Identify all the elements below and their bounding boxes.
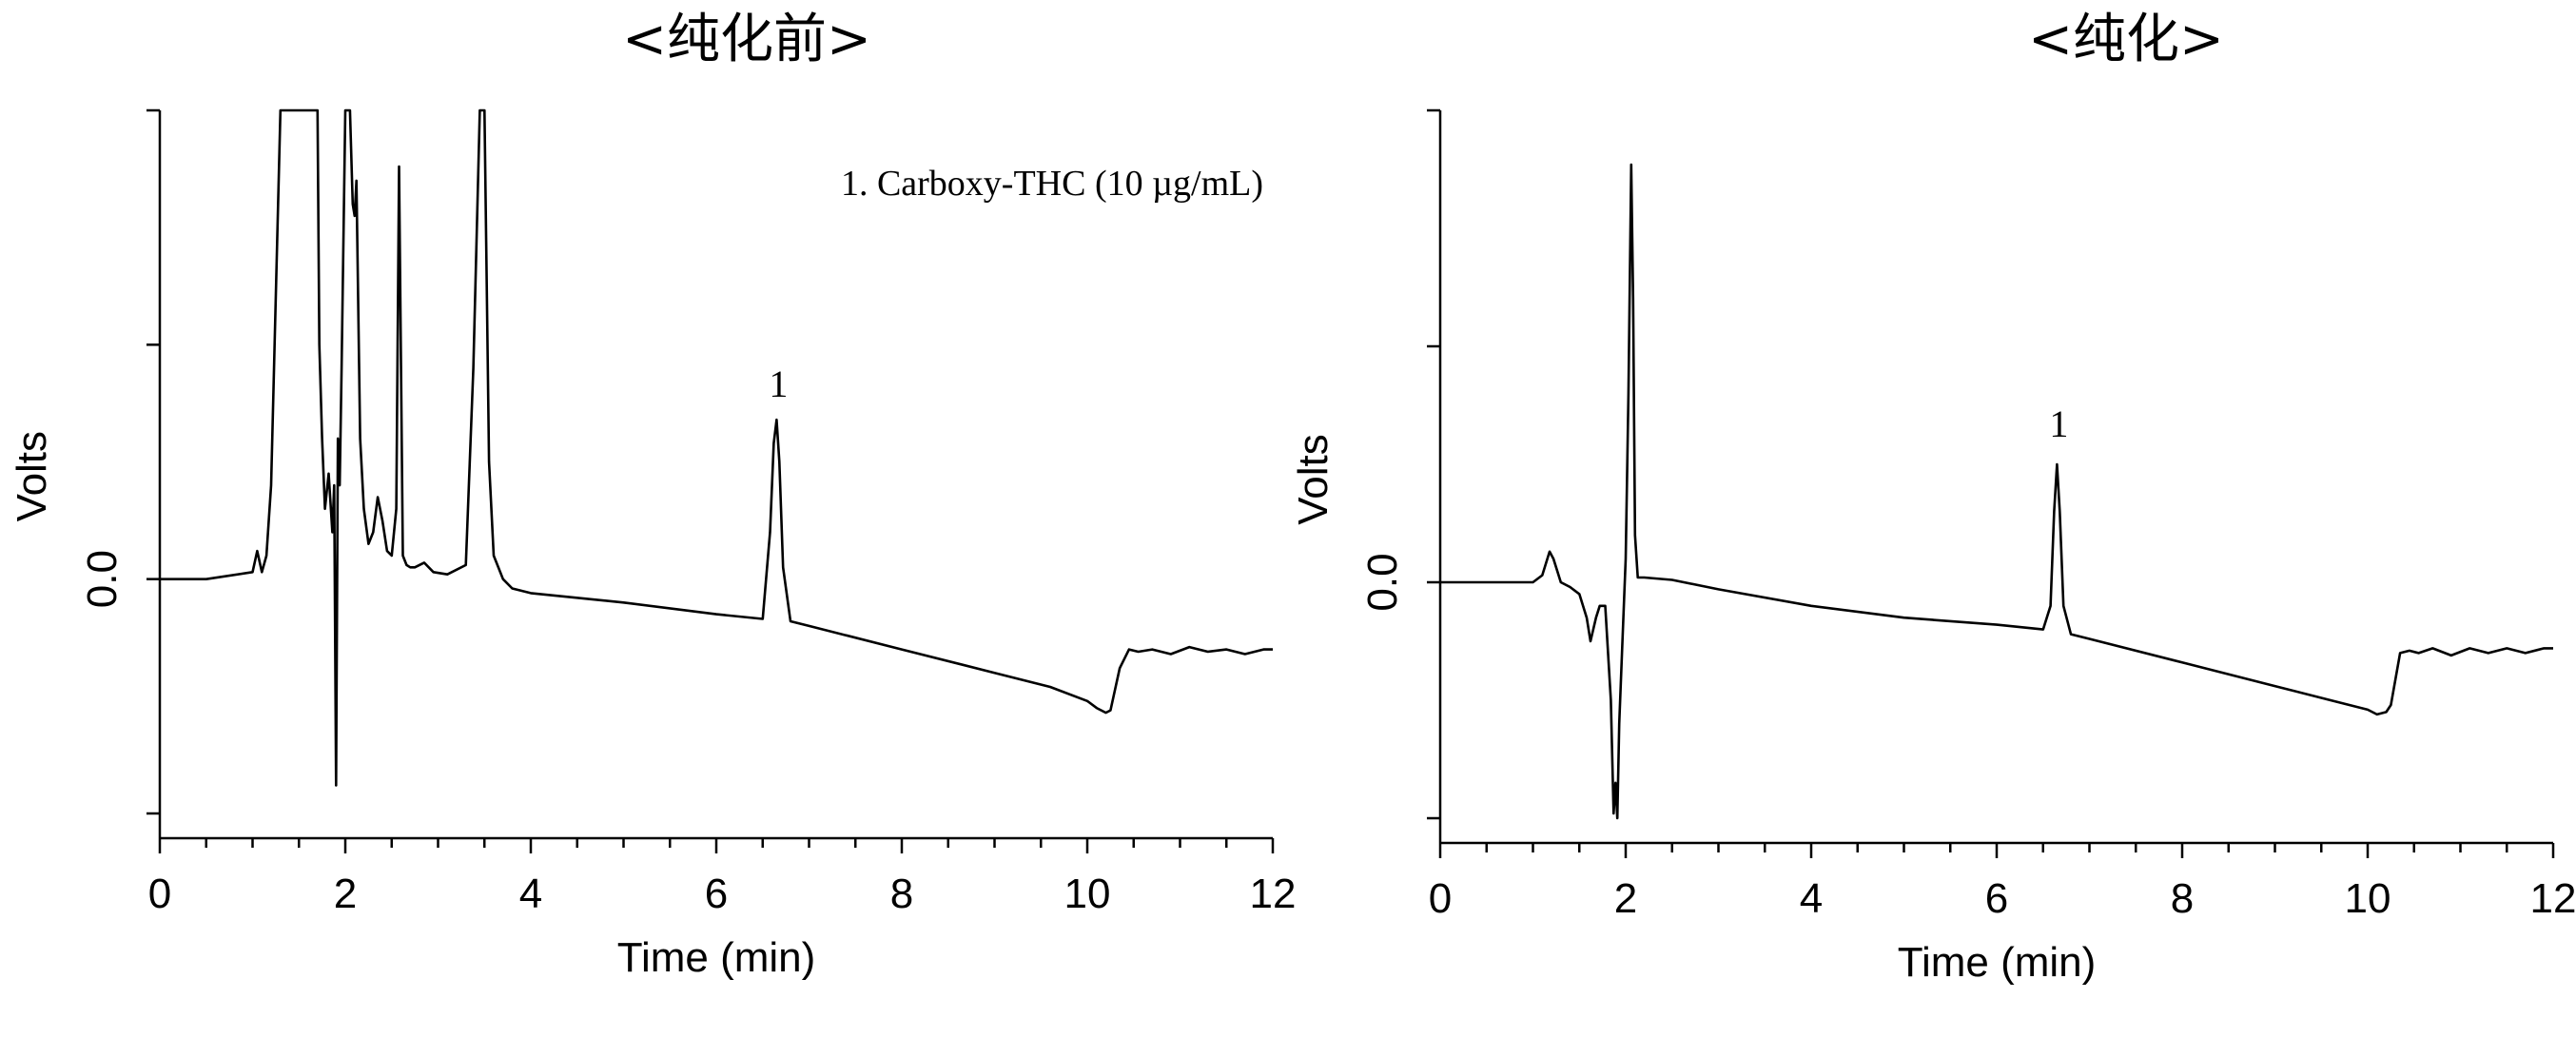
- chromatogram-trace: [160, 108, 1273, 787]
- chart-title: <纯化前>: [622, 9, 871, 70]
- x-tick-label: 2: [334, 871, 357, 917]
- x-tick-label: 8: [2171, 875, 2194, 922]
- x-tick-label: 2: [1614, 875, 1637, 922]
- x-tick-label: 6: [1985, 875, 2008, 922]
- chart-panel-1: <纯化前> 0.0 Volts 0 2 4 6 8 10 12 Time (min) 1. Carbo…: [9, 9, 1296, 981]
- peak-label: 1: [769, 362, 788, 405]
- x-axis-label: Time (min): [617, 934, 816, 981]
- y-tick-label: 0.0: [79, 550, 126, 608]
- x-tick-label: 0: [1429, 875, 1452, 922]
- peak-label: 1: [2049, 402, 2068, 445]
- chart-title: <纯化>: [2028, 9, 2224, 70]
- y-axis-label: Volts: [9, 431, 55, 521]
- x-tick-label: 0: [148, 871, 171, 917]
- chromatogram-trace: [1440, 163, 2553, 820]
- x-tick-label: 4: [1800, 875, 1823, 922]
- chart-panel-2: <纯化> 0.0 Volts 0 2 4 6 8 10 12 Time (min) 1: [1290, 9, 2576, 986]
- y-axis-label: Volts: [1290, 434, 1337, 524]
- y-tick-label: 0.0: [1359, 553, 1406, 611]
- x-tick-label: 12: [1250, 871, 1297, 917]
- x-tick-label: 4: [519, 871, 542, 917]
- x-tick-label: 10: [2345, 875, 2391, 922]
- x-tick-label: 10: [1064, 871, 1111, 917]
- x-tick-label: 8: [890, 871, 913, 917]
- peak-legend: 1. Carboxy-THC (10 µg/mL): [841, 164, 1263, 204]
- x-tick-label: 12: [2530, 875, 2576, 922]
- x-tick-label: 6: [705, 871, 728, 917]
- x-axis-label: Time (min): [1898, 939, 2097, 986]
